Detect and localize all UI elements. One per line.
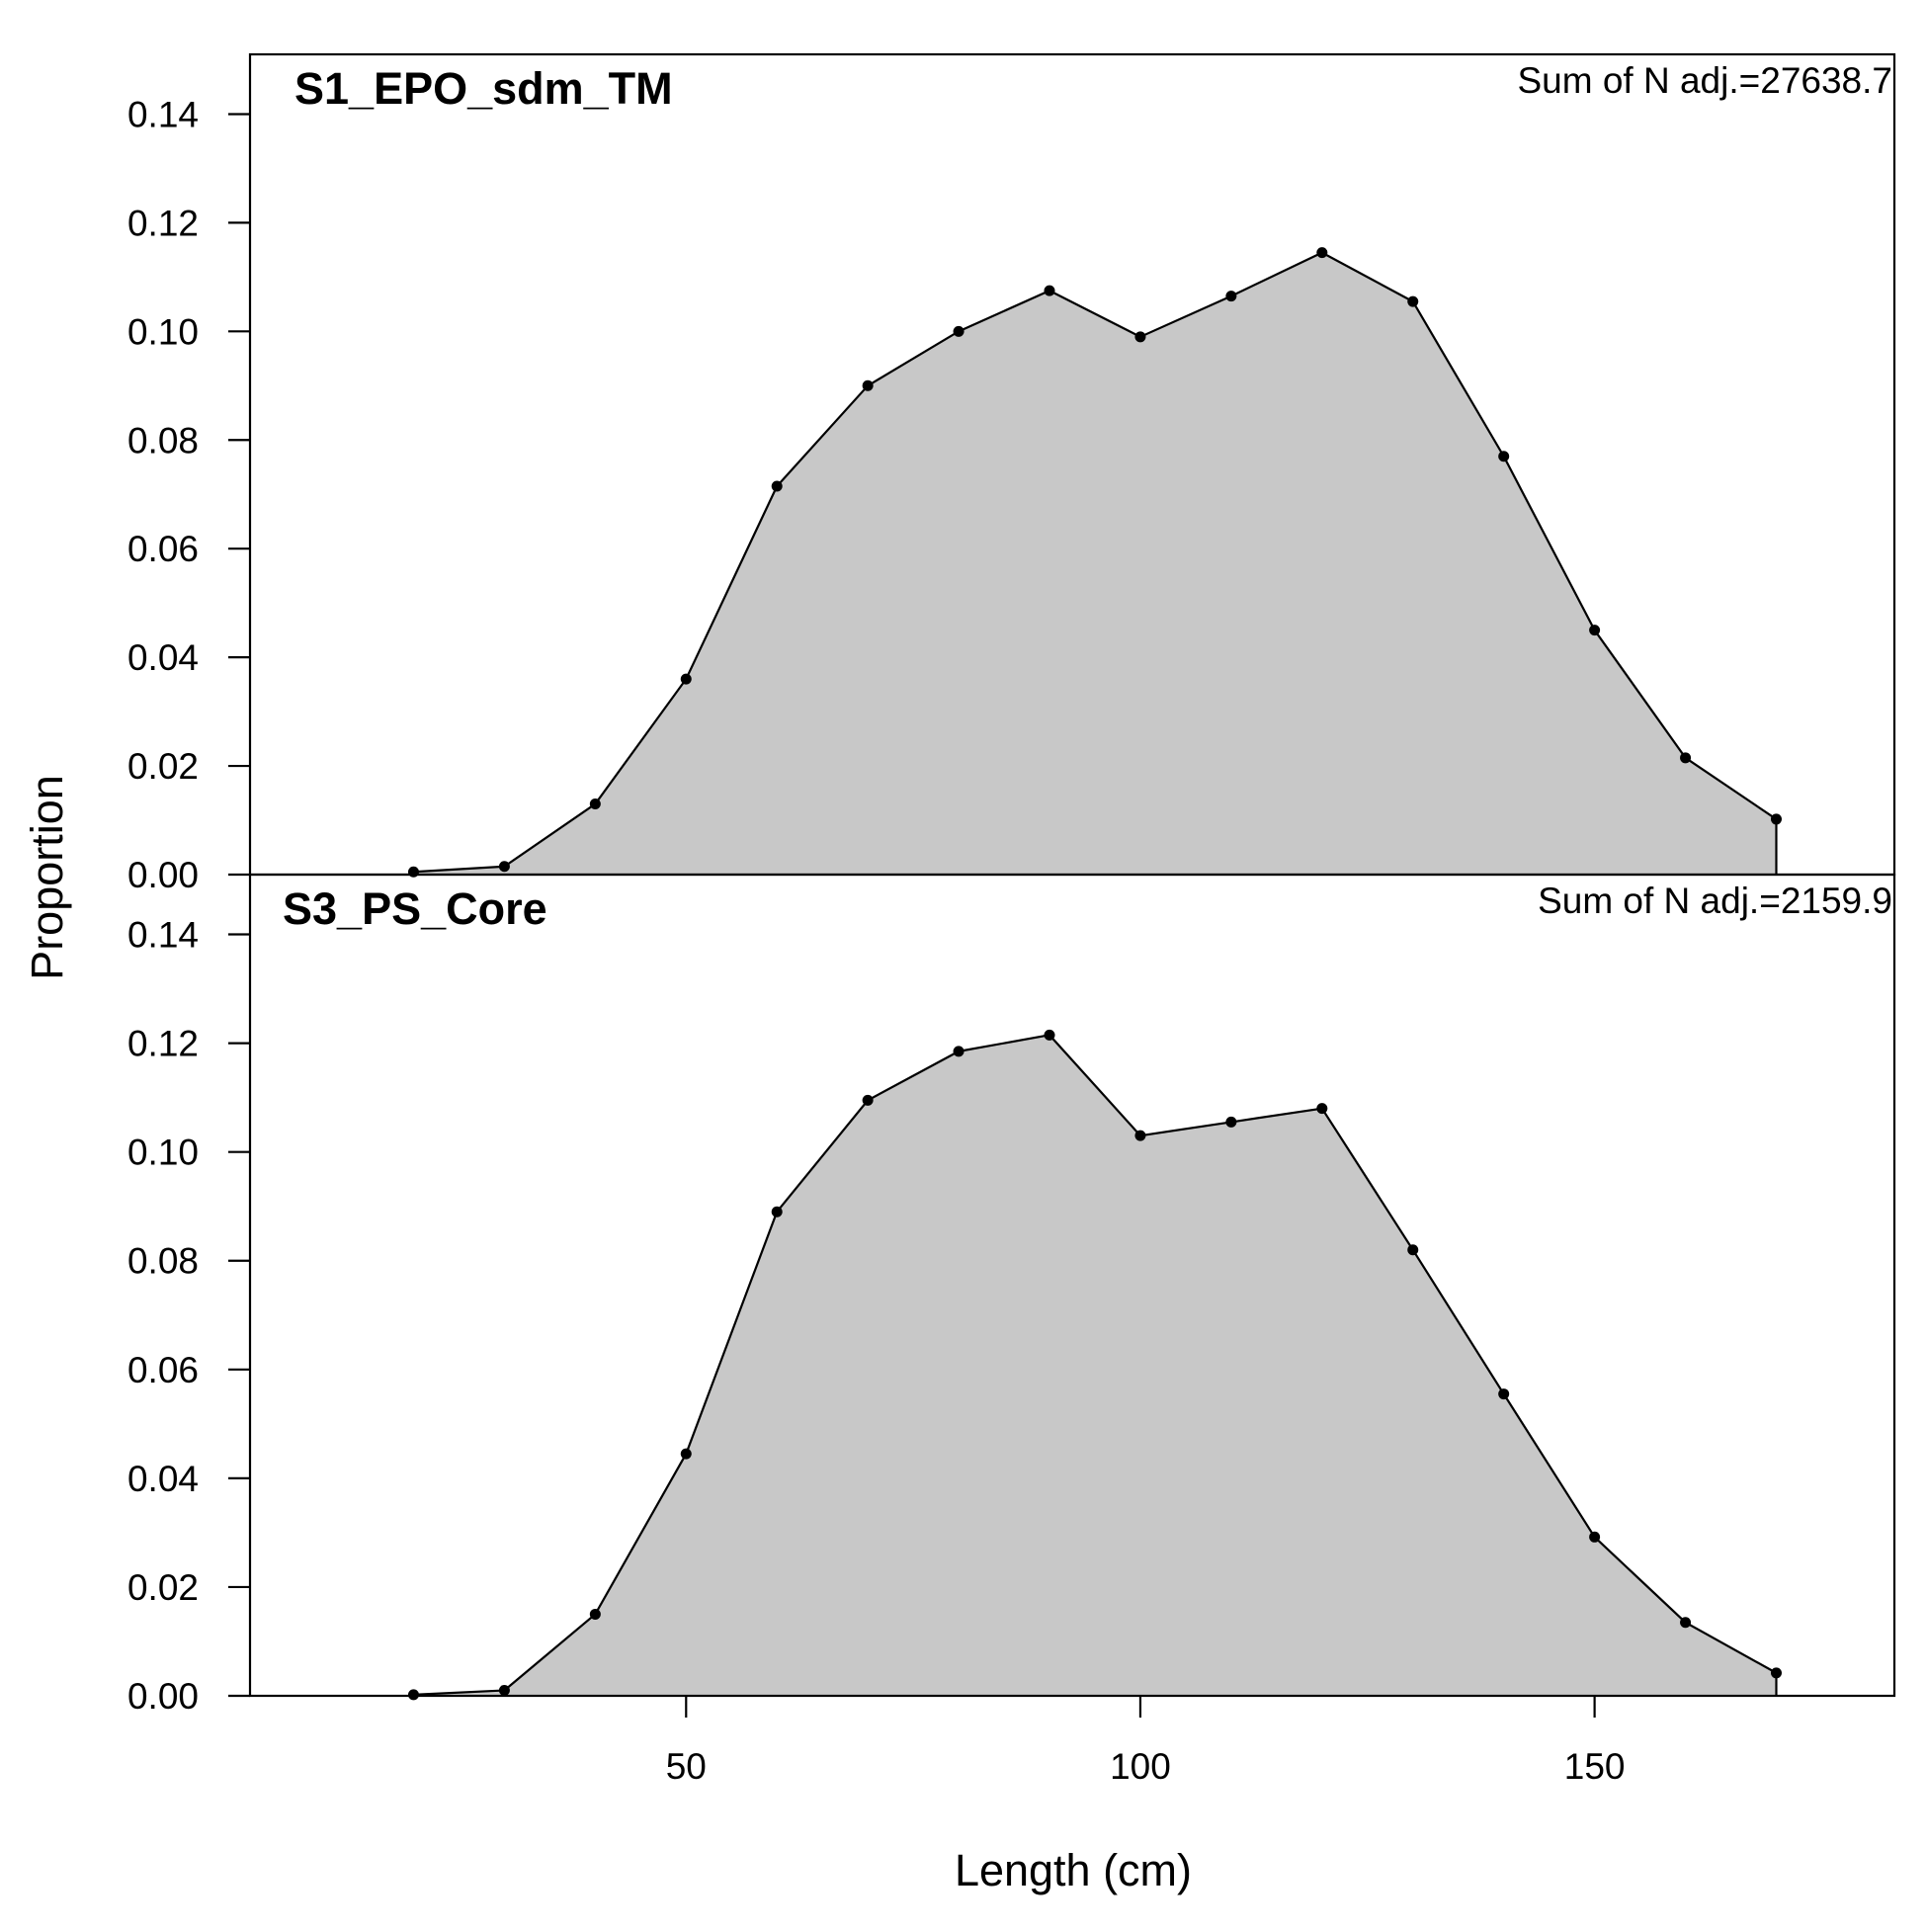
data-point bbox=[1316, 247, 1328, 259]
y-axis-title: Proportion bbox=[22, 775, 72, 980]
series-line bbox=[413, 251, 1778, 874]
y-tick-label: 0.06 bbox=[127, 529, 199, 569]
area-fill bbox=[413, 252, 1777, 875]
data-point bbox=[589, 798, 601, 810]
area-fill bbox=[413, 1035, 1777, 1696]
panel-title: S3_PS_Core bbox=[283, 883, 547, 934]
data-point bbox=[680, 673, 692, 685]
data-point bbox=[680, 1448, 692, 1460]
data-point bbox=[407, 866, 419, 878]
panel-note: Sum of N adj.=2159.9 bbox=[1538, 881, 1892, 921]
panel-1: 0.00 0.02 0.04 0.06 0.08 0.10 0.12 0.14 S1_EPO_s… bbox=[127, 52, 1896, 895]
data-point bbox=[1134, 1130, 1146, 1141]
y-tick-label: 0.12 bbox=[127, 1024, 199, 1064]
data-point bbox=[1680, 752, 1692, 764]
y-tick-label: 0.00 bbox=[127, 855, 199, 895]
x-tick-label: 150 bbox=[1564, 1746, 1626, 1787]
x-tick-label: 100 bbox=[1110, 1746, 1171, 1787]
data-point bbox=[862, 1094, 874, 1106]
x-axis-title: Length (cm) bbox=[955, 1845, 1192, 1895]
panels-layer: 0.00 0.02 0.04 0.06 0.08 0.10 0.12 0.14 S1_EPO_s… bbox=[127, 52, 1896, 1787]
series-line bbox=[413, 1034, 1778, 1696]
data-point bbox=[1498, 451, 1510, 462]
data-point bbox=[407, 1689, 419, 1701]
y-tick-label: 0.10 bbox=[127, 1133, 199, 1173]
data-point bbox=[1407, 295, 1419, 307]
panel-title: S1_EPO_sdm_TM bbox=[294, 63, 673, 114]
y-tick-label: 0.14 bbox=[127, 915, 199, 956]
data-point bbox=[862, 379, 874, 391]
panel-2: 0.00 0.02 0.04 0.06 0.08 0.10 0.12 0.14 S3_PS_Co… bbox=[127, 873, 1896, 1717]
data-point bbox=[589, 1608, 601, 1620]
data-point bbox=[771, 480, 783, 492]
data-point bbox=[1770, 813, 1782, 825]
y-tick-label: 0.04 bbox=[127, 1459, 199, 1499]
data-point bbox=[1407, 1244, 1419, 1256]
panel-frame bbox=[248, 873, 1896, 1698]
y-tick-label: 0.08 bbox=[127, 1241, 199, 1282]
data-point bbox=[1134, 331, 1146, 343]
y-tick-label: 0.12 bbox=[127, 203, 199, 243]
y-tick-label: 0.02 bbox=[127, 1567, 199, 1608]
data-point bbox=[498, 861, 510, 873]
y-tick-label: 0.06 bbox=[127, 1350, 199, 1390]
data-point bbox=[1498, 1388, 1510, 1400]
data-point bbox=[1316, 1103, 1328, 1115]
data-point bbox=[953, 325, 964, 337]
panel-note: Sum of N adj.=27638.7 bbox=[1517, 60, 1892, 101]
data-point bbox=[498, 1684, 510, 1696]
data-point bbox=[1225, 291, 1237, 302]
data-point bbox=[1589, 1531, 1601, 1543]
data-point bbox=[1680, 1617, 1692, 1629]
y-tick-label: 0.10 bbox=[127, 311, 199, 352]
x-axis: 50 100 150 bbox=[666, 1696, 1626, 1787]
data-point bbox=[771, 1206, 783, 1218]
data-point bbox=[1225, 1116, 1237, 1128]
y-tick-label: 0.02 bbox=[127, 746, 199, 787]
data-point bbox=[953, 1046, 964, 1057]
y-tick-label: 0.04 bbox=[127, 637, 199, 678]
y-tick-label: 0.00 bbox=[127, 1676, 199, 1717]
x-tick-label: 50 bbox=[666, 1746, 707, 1787]
y-tick-label: 0.08 bbox=[127, 420, 199, 461]
data-point bbox=[1044, 1029, 1055, 1041]
data-point bbox=[1770, 1667, 1782, 1679]
data-point bbox=[1044, 285, 1055, 296]
data-point bbox=[1589, 625, 1601, 636]
y-tick-label: 0.14 bbox=[127, 94, 199, 134]
